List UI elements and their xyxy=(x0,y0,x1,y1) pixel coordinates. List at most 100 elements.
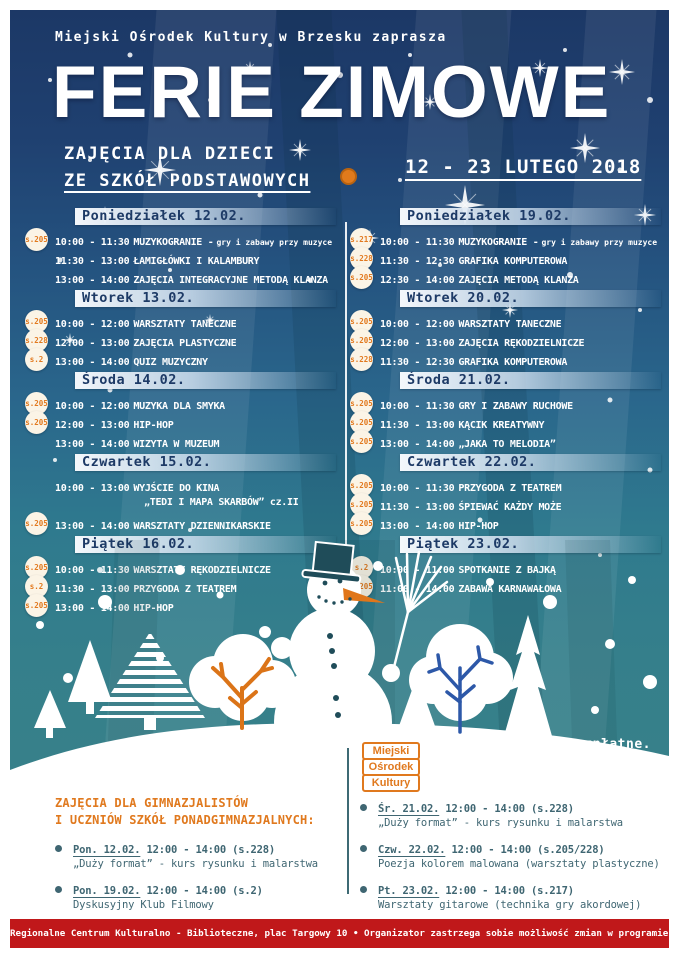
activity-time: 13:00 - 14:00 xyxy=(55,521,130,532)
schedule-row: s.228 12:00 - 13:00 ZAJĘCIA PLASTYCZNE xyxy=(25,329,347,352)
activity-title: WARSZTATY TANECZNE xyxy=(133,319,237,330)
activity-title: ZABAWA KARNAWAŁOWA xyxy=(458,584,562,595)
schedule-row: s.205 11:30 - 13:00 KĄCIK KREATYWNY xyxy=(350,411,669,434)
room-badge: s.205 xyxy=(25,594,48,617)
secondary-heading-line2: I UCZNIÓW SZKÓŁ PONADGIMNAZJALNYCH: xyxy=(55,813,315,827)
room-badge: s.205 xyxy=(350,310,373,333)
schedule-row: s.205 12:30 - 14:00 ZAJĘCIA METODĄ KLANZA xyxy=(350,266,669,289)
room-badge: s.228 xyxy=(350,247,373,270)
activity-time: 12:30 - 14:00 xyxy=(380,275,455,286)
schedule-row: s.205 10:00 - 11:30 PRZYGODA Z TEATREM xyxy=(350,474,669,497)
secondary-item-time-room: 12:00 - 14:00 (s.205/228) xyxy=(451,844,605,856)
day-block: Poniedziałek 19.02. s.217 10:00 - 11:30 MUZ… xyxy=(350,208,669,289)
room-badge: s.205 xyxy=(350,411,373,434)
activity-title-line2: „TEDI I MAPA SKARBÓW” cz.II xyxy=(144,497,299,508)
activity-title: QUIZ MUZYCZNY xyxy=(133,357,208,368)
secondary-item-time-room: 12:00 - 14:00 (s.228) xyxy=(146,844,276,856)
secondary-item: Pon. 12.02. 12:00 - 14:00 (s.228) „Duży f… xyxy=(55,843,345,871)
day-header-bar: Wtorek 20.02. xyxy=(400,290,661,307)
room-badge: s.2 xyxy=(350,556,373,579)
poster-blue-background: Miejski Ośrodek Kultury w Brzesku zapras… xyxy=(10,10,669,905)
room-badge: s.205 xyxy=(350,512,373,535)
activity-title: GRY I ZABAWY RUCHOWE xyxy=(458,401,573,412)
broom xyxy=(390,550,449,677)
schedule-row: s.205 10:00 - 11:30 WARSZTATY RĘKODZIELNIC… xyxy=(25,556,347,579)
secondary-item-date: Pt. 23.02. xyxy=(378,885,440,897)
secondary-item: Pon. 19.02. 12:00 - 14:00 (s.2) Dyskusyjn… xyxy=(55,884,345,912)
schedule-row: s.205 10:00 - 12:00 WARSZTATY TANECZNE xyxy=(25,310,347,333)
activity-title: MUZYKOGRANIE - xyxy=(458,237,539,248)
small-pine-tree xyxy=(68,640,112,714)
day-block: Poniedziałek 12.02. s.205 10:00 - 11:30 MUZ… xyxy=(25,208,347,287)
schedule-row: s.205 12:00 - 13:00 ZAJĘCIA RĘKODZIELNICZE xyxy=(350,329,669,352)
bullet-dot xyxy=(360,845,367,852)
day-header-bar: Piątek 16.02. xyxy=(75,536,336,553)
activity-time: 10:00 - 13:00 xyxy=(55,483,130,494)
schedule-row: 10:00 - 13:00 WYJŚCIE DO KINA xyxy=(25,476,347,495)
mok-logo-line3: Kultury xyxy=(362,774,420,792)
subtitle-line2: ZE SZKÓŁ PODSTAWOWYCH xyxy=(64,171,311,191)
activity-time: 10:00 - 12:00 xyxy=(55,401,130,412)
activity-time: 13:00 - 14:00 xyxy=(380,521,455,532)
secondary-item-time-room: 12:00 - 14:00 (s.217) xyxy=(445,885,574,897)
secondary-item-datetime: Śr. 21.02. 12:00 - 14:00 (s.228) xyxy=(378,802,670,816)
orange-bush-tree xyxy=(189,634,296,730)
striped-pine-tree xyxy=(95,634,205,730)
schedule-row: s.228 11:30 - 12:30 GRAFIKA KOMPUTEROWA xyxy=(350,247,669,270)
activity-title: PRZYGODA Z TEATREM xyxy=(133,584,237,595)
activity-time: 10:00 - 12:00 xyxy=(55,319,130,330)
day-header-bar: Środa 21.02. xyxy=(400,372,661,389)
secondary-item-date: Pon. 12.02. xyxy=(73,844,141,856)
secondary-item-time-room: 12:00 - 14:00 (s.2) xyxy=(146,885,263,897)
room-badge: s.2 xyxy=(25,575,48,598)
poster-subtitle: ZAJĘCIA DLA DZIECI ZE SZKÓŁ PODSTAWOWYCH xyxy=(64,141,310,195)
activity-time: 13:00 - 14:00 xyxy=(380,439,455,450)
secondary-heading-line1: ZAJĘCIA DLA GIMNAZJALISTÓW xyxy=(55,796,249,810)
secondary-item-description: „Duży format” - kurs rysunku i malarstwa xyxy=(73,858,318,870)
room-badge: s.205 xyxy=(350,392,373,415)
free-classes-label: Zajęcia bezpłatne. xyxy=(501,737,651,752)
activity-title: ŚPIEWAĆ KAŻDY MOŻE xyxy=(458,502,562,513)
secondary-item-date: Śr. 21.02. xyxy=(378,803,440,815)
mok-logo: Miejski Ośrodek Kultury xyxy=(362,742,420,792)
schedule-row: s.205 11:30 - 13:00 ŚPIEWAĆ KAŻDY MOŻE xyxy=(350,493,669,516)
schedule-row: s.205 13:00 - 14:00 WARSZTATY DZIENNIKARSK… xyxy=(25,512,347,535)
activity-title: ŁAMIGŁÓWKI I KALAMBURY xyxy=(133,256,260,267)
secondary-heading: ZAJĘCIA DLA GIMNAZJALISTÓW I UCZNIÓW SZK… xyxy=(55,795,345,829)
activity-time: 13:00 - 14:00 xyxy=(55,439,130,450)
day-header-bar: Piątek 23.02. xyxy=(400,536,661,553)
activity-time: 11:30 - 12:30 xyxy=(380,256,455,267)
activity-time: 10:00 - 11:30 xyxy=(380,483,455,494)
activity-time: 10:00 - 11:30 xyxy=(55,565,130,576)
activity-time: 11:30 - 13:00 xyxy=(380,502,455,513)
day-block: Piątek 16.02. s.205 10:00 - 11:30 WARSZTATY… xyxy=(25,536,347,617)
column-divider-line xyxy=(345,222,347,568)
activity-time: 10:00 - 11:00 xyxy=(380,565,455,576)
bullet-dot xyxy=(360,886,367,893)
footer-address-bar: Regionalne Centrum Kulturalno - Bibliote… xyxy=(10,919,669,948)
activity-title: ZAJĘCIA METODĄ KLANZA xyxy=(458,275,579,286)
secondary-item-date: Pon. 19.02. xyxy=(73,885,141,897)
day-header-bar: Poniedziałek 19.02. xyxy=(400,208,661,225)
activity-title: WARSZTATY DZIENNIKARSKIE xyxy=(133,521,271,532)
activity-title: GRAFIKA KOMPUTEROWA xyxy=(458,357,568,368)
schedule-row: s.205 10:00 - 12:00 MUZYKA DLA SMYKA xyxy=(25,392,347,415)
activity-title: HIP-HOP xyxy=(133,420,174,431)
snow-dots xyxy=(36,561,657,714)
schedule-row: 11:30 - 13:00 ŁAMIGŁÓWKI I KALAMBURY xyxy=(25,249,347,268)
room-badge: s.205 xyxy=(25,228,48,251)
activity-time: 10:00 - 11:30 xyxy=(55,237,130,248)
secondary-item-date: Czw. 22.02. xyxy=(378,844,446,856)
snowman xyxy=(271,540,449,781)
schedule-row: s.205 10:00 - 11:30 GRY I ZABAWY RUCHOWE xyxy=(350,392,669,415)
room-badge: s.205 xyxy=(25,392,48,415)
bullet-dot xyxy=(55,845,62,852)
room-badge: s.205 xyxy=(25,310,48,333)
activity-title: HIP-HOP xyxy=(458,521,499,532)
small-pine-tree xyxy=(34,690,66,738)
organizer-tagline: Miejski Ośrodek Kultury w Brzesku zapras… xyxy=(55,30,447,45)
tall-pine-tree xyxy=(504,615,552,748)
activity-title: WIZYTA W MUZEUM xyxy=(133,439,220,450)
